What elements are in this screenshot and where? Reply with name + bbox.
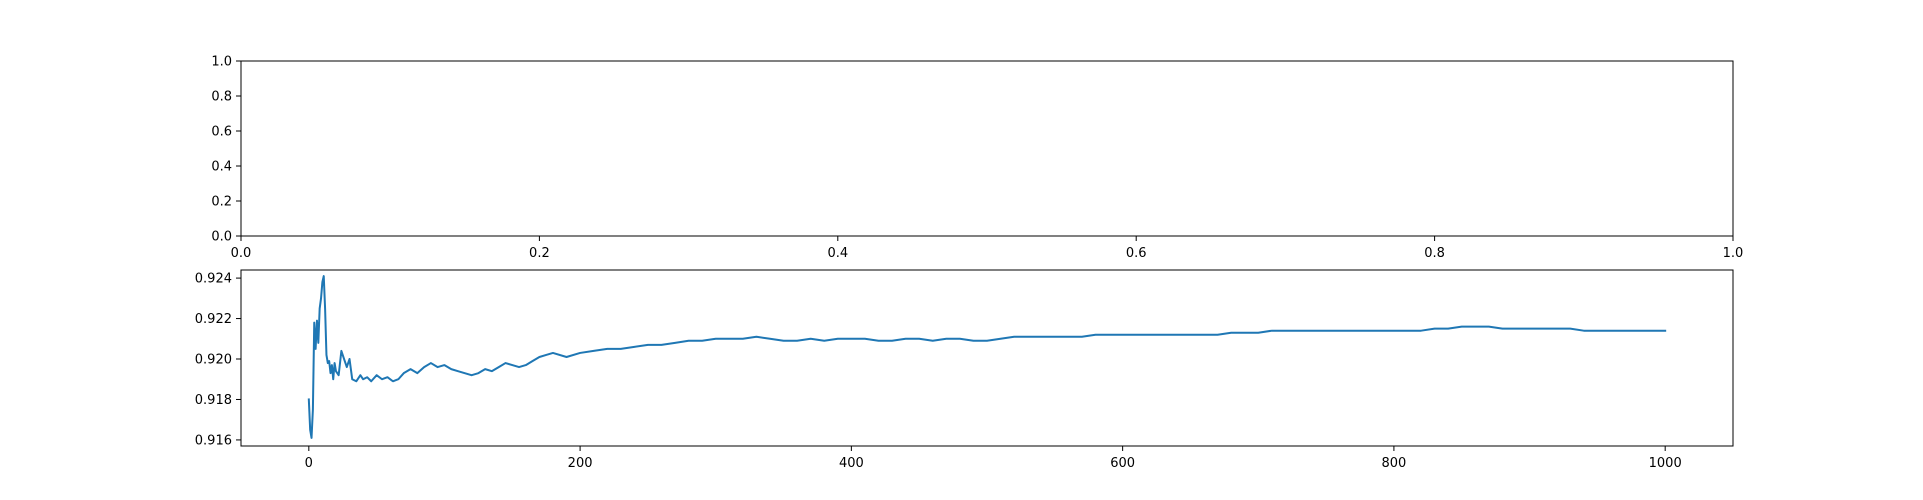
bottom-x-tick-label-0: 0 <box>305 456 313 471</box>
bottom-series-line-0 <box>307 275 1667 439</box>
top-y-tick-label-5: 1.0 <box>211 55 232 70</box>
top-x-tick-label-3: 0.6 <box>1126 246 1147 261</box>
top-y-tick-label-1: 0.2 <box>211 195 232 210</box>
top-x-tick-label-2: 0.4 <box>827 246 848 261</box>
bottom-y-tick-label-1: 0.918 <box>195 393 232 408</box>
bottom-x-tick-label-1: 200 <box>568 456 593 471</box>
bottom-x-tick-label-3: 600 <box>1110 456 1135 471</box>
top-axes: 0.0 0.2 0.4 0.6 0.8 1.0 0.0 0.2 0.4 0.6 0.8 1.0 <box>211 55 1743 262</box>
bottom-x-tick-label-2: 400 <box>839 456 864 471</box>
bottom-y-tick-label-4: 0.924 <box>195 272 232 287</box>
top-x-tick-label-0: 0.0 <box>231 246 252 261</box>
bottom-axes: 0 200 400 600 800 1000 0.916 0.918 0.920 0.922 0.9… <box>195 269 1734 471</box>
bottom-x-tick-label-5: 1000 <box>1649 456 1682 471</box>
bottom-y-tick-label-0: 0.916 <box>195 433 232 448</box>
top-x-tick-label-1: 0.2 <box>529 246 550 261</box>
bottom-axes-frame <box>240 269 1734 447</box>
top-y-tick-label-0: 0.0 <box>211 230 232 245</box>
top-y-tick-label-2: 0.4 <box>211 160 232 175</box>
bottom-x-tick-label-4: 800 <box>1381 456 1406 471</box>
top-y-tick-label-3: 0.6 <box>211 125 232 140</box>
top-axes-frame <box>240 60 1734 237</box>
top-y-tick-label-4: 0.8 <box>211 90 232 105</box>
bottom-y-tick-label-3: 0.922 <box>195 312 232 327</box>
bottom-y-tick-label-2: 0.920 <box>195 353 232 368</box>
top-x-tick-label-5: 1.0 <box>1723 246 1744 261</box>
top-x-tick-label-4: 0.8 <box>1424 246 1445 261</box>
